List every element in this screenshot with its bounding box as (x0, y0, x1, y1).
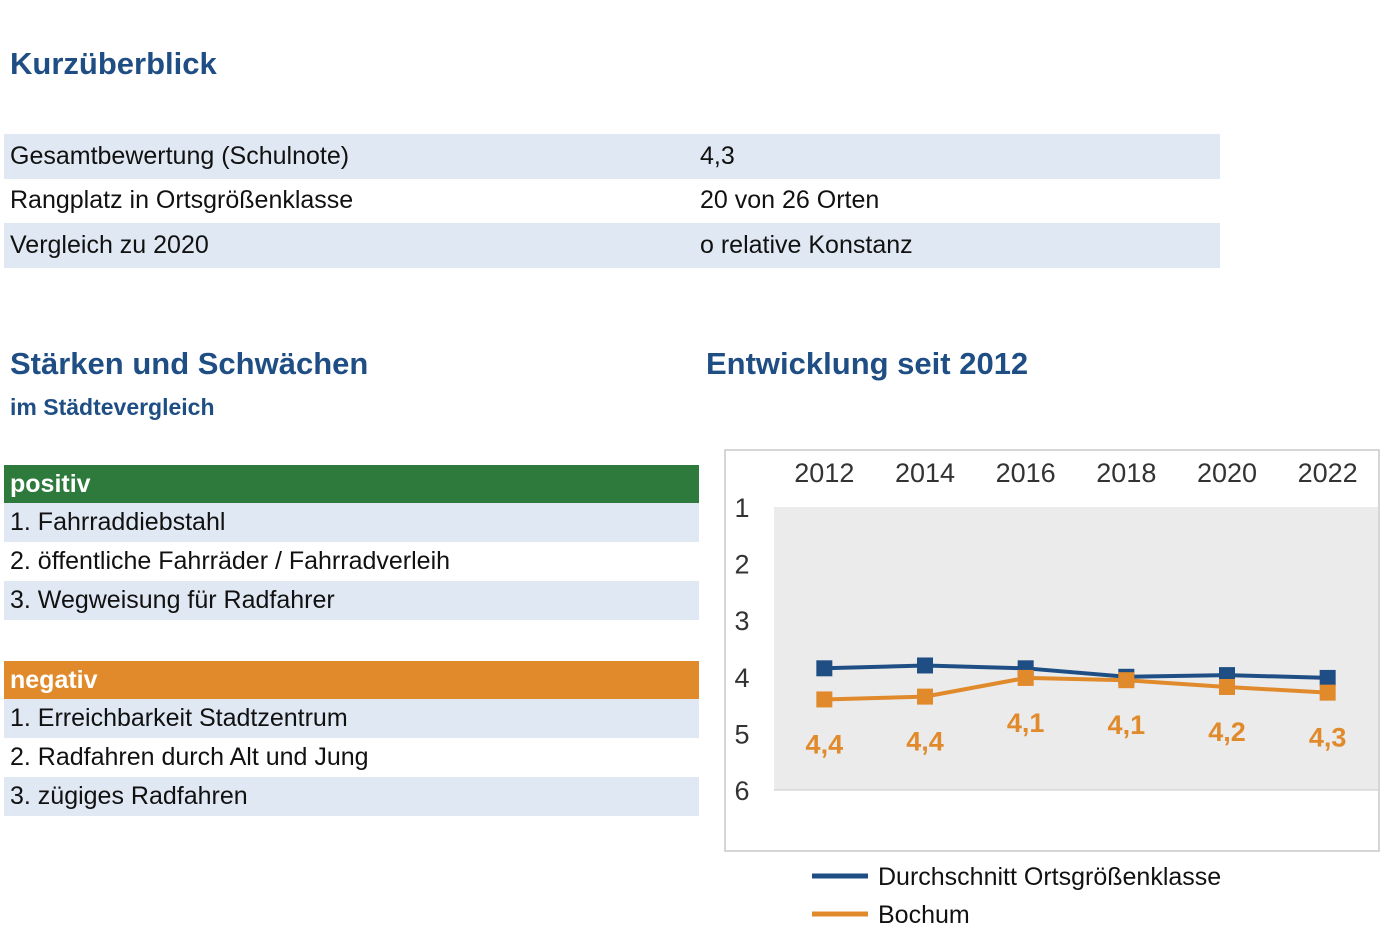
list-item: 3. zügiges Radfahren (4, 777, 699, 816)
overview-row-label: Rangplatz in Ortsgrößenklasse (10, 186, 354, 215)
positive-header: positiv (4, 465, 699, 503)
overview-row: Gesamtbewertung (Schulnote) 4,3 (4, 134, 1220, 179)
series-line (824, 663, 1328, 680)
positive-list: positiv 1. Fahrraddiebstahl 2. öffentlic… (4, 465, 699, 620)
list-item: 2. öffentliche Fahrräder / Fahrradverlei… (10, 547, 451, 575)
data-point (1219, 678, 1235, 695)
strengths-subtitle: im Städtevergleich (10, 394, 215, 420)
x-tick-label: 2020 (1197, 458, 1257, 488)
data-label: 4,3 (1309, 723, 1347, 753)
x-tick-label: 2016 (996, 458, 1056, 488)
chart-title: Entwicklung seit 2012 (706, 346, 1029, 381)
overview-row-value: o relative Konstanz (700, 230, 913, 259)
overview-row-label: Gesamtbewertung (Schulnote) (10, 141, 350, 170)
legend-label: Bochum (878, 901, 970, 929)
y-tick-label: 6 (734, 776, 749, 806)
y-tick-label: 4 (734, 663, 749, 693)
data-label: 4,1 (1007, 708, 1045, 738)
x-tick-label: 2022 (1298, 458, 1358, 488)
y-tick-label: 2 (734, 550, 749, 580)
data-label: 4,4 (906, 727, 944, 757)
legend-label: Durchschnitt Ortsgrößenklasse (878, 863, 1221, 891)
overview-row-value: 20 von 26 Orten (700, 186, 880, 215)
data-label: 4,4 (806, 729, 844, 759)
data-point (816, 660, 833, 677)
overview-row-label: Vergleich zu 2020 (10, 230, 209, 259)
data-point (917, 657, 933, 674)
negative-list: negativ 1. Erreichbarkeit Stadtzentrum 2… (4, 661, 699, 816)
plot-area (774, 507, 1378, 790)
y-tick-label: 1 (734, 493, 749, 523)
data-label: 4,1 (1108, 710, 1146, 740)
x-tick-label: 2014 (895, 458, 955, 488)
strengths-title: Stärken und Schwächen (10, 346, 369, 381)
list-item: 1. Fahrraddiebstahl (4, 503, 699, 542)
overview-table: Gesamtbewertung (Schulnote) 4,3 Rangplat… (4, 134, 1220, 268)
list-item: 2. Radfahren durch Alt und Jung (10, 743, 369, 771)
overview-title: Kurzüberblick (10, 46, 217, 81)
overview-row: Vergleich zu 2020 o relative Konstanz (4, 223, 1220, 268)
data-point (1319, 669, 1336, 686)
data-point (917, 688, 933, 705)
data-point (1118, 672, 1135, 689)
data-point (1017, 669, 1034, 686)
y-tick-label: 5 (734, 719, 749, 749)
negative-header: negativ (4, 661, 699, 699)
x-tick-label: 2012 (794, 458, 854, 488)
list-item: 3. Wegweisung für Radfahrer (4, 581, 699, 620)
x-tick-label: 2018 (1096, 458, 1156, 488)
series-line (824, 675, 1328, 702)
y-tick-label: 3 (734, 606, 749, 636)
data-label: 4,2 (1208, 717, 1246, 747)
overview-row: Rangplatz in Ortsgrößenklasse 20 von 26 … (4, 179, 1220, 224)
data-point (1319, 684, 1336, 701)
list-item: 1. Erreichbarkeit Stadtzentrum (4, 699, 699, 738)
overview-row-value: 4,3 (700, 141, 735, 170)
data-point (816, 691, 833, 708)
